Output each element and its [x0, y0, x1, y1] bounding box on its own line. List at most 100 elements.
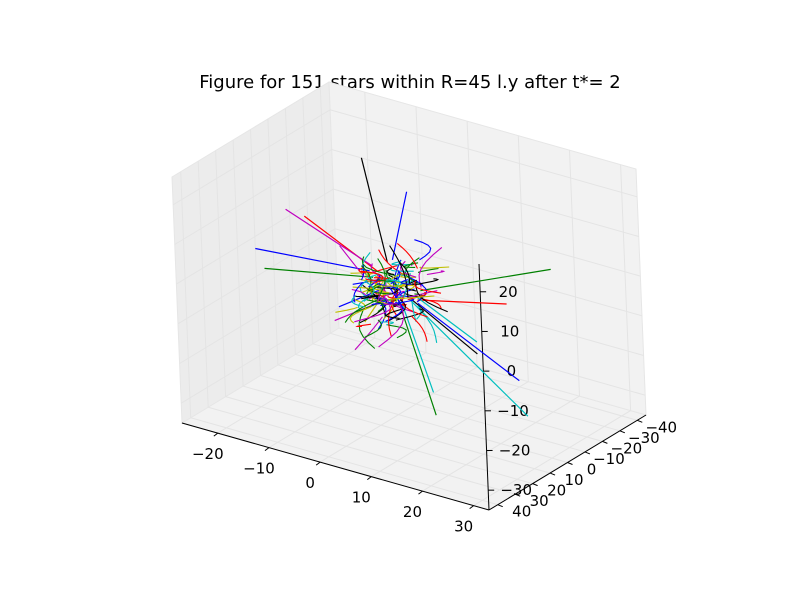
trajectory-cluster	[377, 287, 399, 295]
axis-panes	[171, 81, 648, 511]
trajectory-cluster	[387, 324, 407, 339]
y-tick-label: 0	[587, 461, 597, 479]
trajectory-cluster	[359, 275, 373, 299]
trajectory-6	[408, 298, 529, 417]
gridline-y	[319, 87, 638, 421]
gridline-z	[177, 228, 643, 325]
trajectory-5	[391, 191, 408, 261]
trajectory-cluster	[379, 321, 395, 326]
trajectory-cluster	[349, 306, 372, 324]
y-tick-label: 20	[547, 482, 566, 500]
trajectory-cluster	[417, 267, 439, 274]
trajectory-cluster	[419, 266, 450, 269]
trajectory-cluster	[367, 290, 372, 293]
trajectory-0	[255, 247, 370, 272]
trajectory-cluster	[380, 284, 405, 287]
z-axis-line	[478, 263, 490, 511]
trajectory-cluster	[417, 307, 438, 343]
trajectory-cluster	[344, 297, 381, 323]
trajectory-cluster	[416, 305, 422, 320]
x-tick-label: 30	[454, 518, 473, 536]
trajectory-cluster	[370, 263, 384, 278]
trajectory-2	[420, 268, 551, 292]
x-tick-label: 0	[305, 474, 315, 492]
trajectory-cluster	[355, 323, 372, 328]
x-tick	[213, 432, 219, 437]
trajectory-cluster	[401, 291, 428, 318]
gridline-y	[302, 97, 620, 432]
trajectory-cluster	[414, 239, 432, 261]
trajectory-cluster	[377, 279, 393, 282]
trajectory-cluster	[388, 285, 402, 305]
trajectory-cluster	[353, 282, 363, 303]
trajectory-14	[400, 299, 435, 393]
gridline-z	[174, 148, 639, 245]
gridline-y	[197, 161, 516, 495]
x-tick-label: 10	[352, 489, 371, 507]
y-tick-label: 10	[565, 471, 584, 489]
gridline-y	[180, 171, 498, 506]
trajectory-cluster	[352, 298, 367, 310]
y-tick	[619, 430, 626, 434]
gridline-z	[180, 307, 646, 404]
trajectory-cluster	[389, 245, 409, 298]
gridline-x	[268, 106, 427, 449]
trajectory-cluster	[388, 295, 435, 301]
trajectory-cluster	[426, 270, 446, 276]
y-tick	[584, 451, 591, 455]
gridline-y	[267, 118, 586, 453]
gridline-x	[319, 121, 478, 463]
x-tick	[418, 490, 423, 495]
gridline-y	[284, 108, 603, 442]
x-tick-label: 20	[403, 503, 422, 521]
trajectory-cluster	[373, 277, 389, 284]
trajectory-cluster	[383, 291, 404, 302]
trajectory-cluster	[411, 315, 428, 342]
y-tick	[602, 440, 608, 444]
trajectory-cluster	[414, 280, 442, 294]
y-tick-label: 40	[512, 503, 531, 521]
trajectory-cluster	[361, 295, 381, 300]
x-tick	[367, 476, 372, 481]
trajectory-cluster	[366, 299, 384, 313]
trajectory-10	[415, 295, 478, 343]
x-tick	[469, 505, 474, 510]
trajectory-cluster	[373, 281, 377, 284]
trajectory-1	[264, 267, 374, 278]
trajectory-cluster	[364, 319, 383, 338]
trajectory-cluster	[386, 267, 395, 276]
trajectory-cluster	[422, 298, 442, 310]
gridline-z	[172, 109, 638, 206]
trajectory-cluster	[358, 267, 367, 274]
y-tick-label: −20	[611, 439, 643, 457]
z-tick-label: 10	[500, 322, 519, 340]
trajectory-cluster	[418, 278, 440, 285]
gridline-x	[217, 92, 376, 434]
trajectory-cluster	[377, 258, 386, 296]
x-tick	[315, 461, 321, 466]
x-tick-label: −10	[243, 460, 275, 478]
trajectory-cluster	[385, 308, 404, 319]
gridlines	[172, 87, 646, 507]
trajectories	[255, 157, 551, 417]
trajectory-cluster	[390, 270, 401, 285]
trajectory-cluster	[388, 274, 399, 280]
gridline-x	[371, 135, 529, 478]
x-tick-label: −20	[192, 445, 224, 463]
y-tick-label: −10	[593, 450, 625, 468]
trajectory-cluster	[396, 273, 413, 283]
gridline-z	[179, 267, 644, 364]
trajectory-cluster	[360, 270, 384, 283]
trajectory-cluster	[400, 279, 412, 285]
y-tick	[532, 483, 538, 487]
trajectory-cluster	[410, 283, 422, 285]
trajectory-cluster	[383, 303, 398, 305]
trajectory-11	[410, 298, 478, 355]
axis-ticks: −20−100102030−40−30−20−10010203040−30−20…	[192, 283, 677, 536]
trajectory-cluster	[351, 288, 367, 296]
trajectory-cluster	[351, 295, 365, 308]
y-tick	[549, 472, 556, 476]
trajectory-cluster	[361, 256, 396, 277]
trajectory-cluster	[398, 260, 410, 284]
